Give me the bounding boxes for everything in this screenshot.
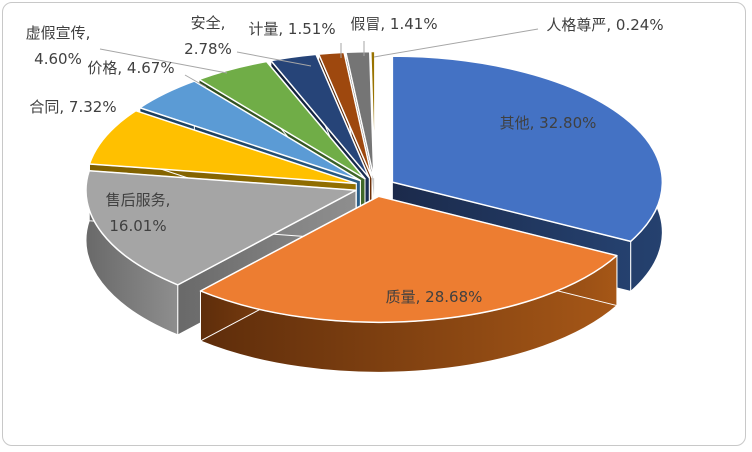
chart-frame: 其他, 32.80% 质量, 28.68% 售后服务, 16.01% 合同, 7.32%… bbox=[2, 2, 746, 446]
slice-label-personal-dignity: 人格尊严, 0.24% bbox=[546, 16, 664, 34]
slice-label-safety: 安全, 2.78% bbox=[184, 10, 232, 62]
slice-label-contract: 合同, 7.32% bbox=[29, 98, 117, 116]
slice-label-quality: 质量, 28.68% bbox=[385, 288, 483, 306]
pie-slice-counterfeit[interactable] bbox=[345, 50, 375, 179]
pie-3d-chart bbox=[85, 28, 664, 373]
slice-label-value: 16.01% bbox=[109, 217, 167, 235]
pie-slice-personal-dignity[interactable] bbox=[370, 50, 376, 179]
leader-line-price bbox=[184, 74, 207, 88]
pie-slice-price[interactable] bbox=[139, 80, 362, 182]
pie-slice-other[interactable] bbox=[391, 55, 664, 243]
pie-slice-measurement[interactable] bbox=[317, 51, 373, 179]
slice-label-other: 其他, 32.80% bbox=[499, 114, 597, 132]
pie-slice-group-other bbox=[391, 55, 664, 292]
leader-line-false-advertising bbox=[99, 48, 228, 74]
slice-label-value: 2.78% bbox=[184, 40, 232, 58]
slice-label-false-advertising: 虚假宣传, 4.60% bbox=[26, 20, 91, 72]
data-labels-layer: 其他, 32.80% 质量, 28.68% 售后服务, 16.01% 合同, 7.32%… bbox=[3, 3, 745, 445]
slice-label-name: 售后服务, bbox=[105, 191, 171, 209]
leader-line-personal-dignity bbox=[373, 28, 539, 58]
slice-label-counterfeit: 假冒, 1.41% bbox=[350, 15, 438, 33]
slice-label-price: 价格, 4.67% bbox=[87, 59, 175, 77]
slice-label-after-sales-service: 售后服务, 16.01% bbox=[106, 187, 171, 239]
pie-slice-after-sales-service[interactable] bbox=[85, 169, 357, 286]
leader-line-safety bbox=[236, 51, 312, 67]
pie-slice-false-advertising[interactable] bbox=[198, 60, 366, 180]
slice-label-name: 安全, bbox=[190, 14, 226, 32]
pie-slice-safety[interactable] bbox=[270, 53, 371, 179]
slice-label-name: 虚假宣传, bbox=[25, 24, 91, 42]
pie-slice-contract[interactable] bbox=[88, 109, 357, 185]
slice-label-value: 4.60% bbox=[34, 50, 82, 68]
pie-slice-group-quality bbox=[199, 195, 618, 373]
slice-label-measurement: 计量, 1.51% bbox=[248, 20, 336, 38]
pie-slice-quality[interactable] bbox=[199, 195, 618, 324]
